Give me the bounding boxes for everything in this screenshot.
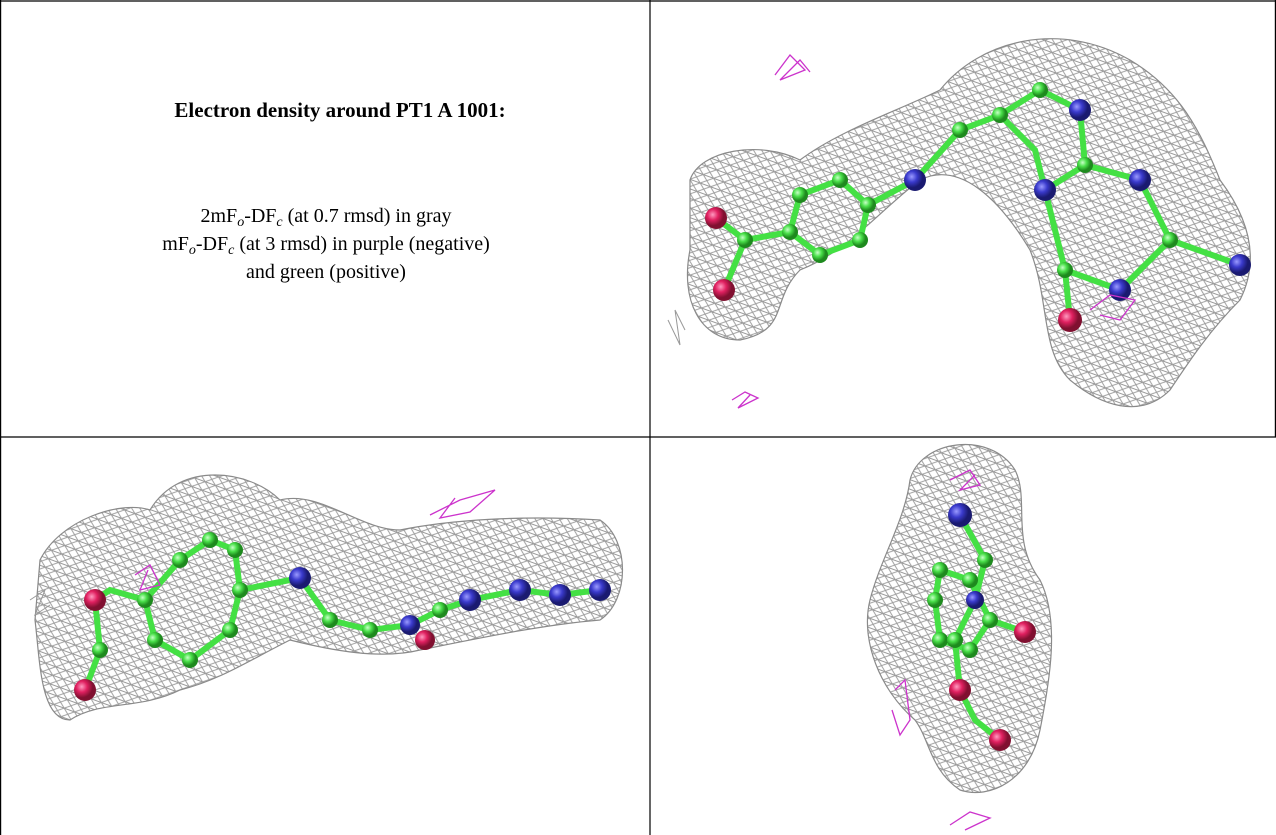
- figure: Electron density around PT1 A 1001: 2mFo…: [0, 0, 1276, 835]
- caption-text: -DF: [196, 233, 228, 255]
- caption-line: 2mFo-DFc (at 0.7 rmsd) in gray: [201, 205, 452, 230]
- caption-title: Electron density around PT1 A 1001:: [174, 98, 505, 122]
- caption-line: mFo-DFc (at 3 rmsd) in purple (negative): [162, 233, 490, 258]
- caption-text: mF: [162, 233, 189, 255]
- caption-text: (at 3 rmsd) in purple (negative): [234, 233, 489, 255]
- subscript: o: [189, 243, 196, 258]
- density-view-3: [867, 445, 1051, 830]
- caption-text: and green (positive): [246, 261, 406, 283]
- caption-text: (at 0.7 rmsd) in gray: [283, 205, 452, 227]
- subscript: o: [237, 215, 244, 230]
- caption-cell: Electron density around PT1 A 1001: 2mFo…: [162, 98, 505, 283]
- caption-text: 2mF: [201, 205, 238, 227]
- density-view-1: [668, 39, 1251, 408]
- caption-text: -DF: [244, 205, 276, 227]
- caption-line: and green (positive): [246, 261, 406, 283]
- density-view-2: [30, 475, 623, 720]
